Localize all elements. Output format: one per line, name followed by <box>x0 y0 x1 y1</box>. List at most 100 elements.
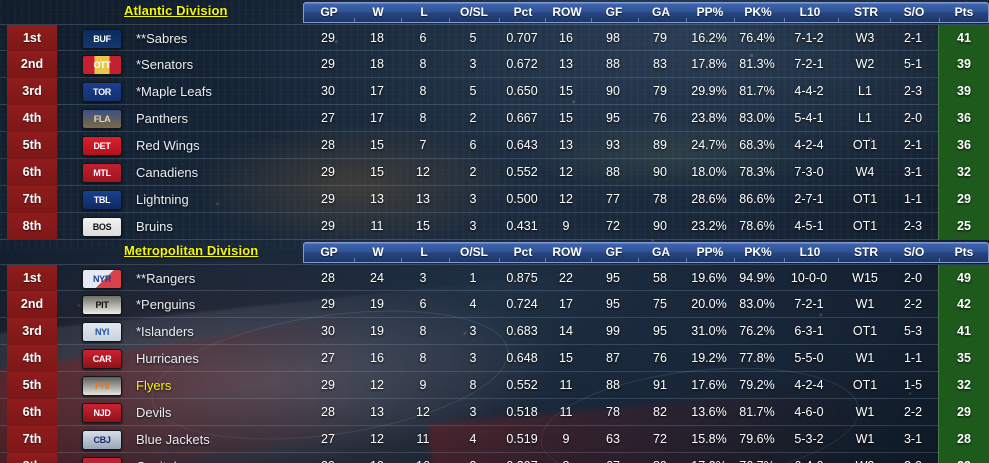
team-name[interactable]: Capitals <box>136 453 183 463</box>
table-row[interactable]: 3rd NYI *Islanders 30 19 8 3 0.683 14 99 95 31.0% 76… <box>0 318 989 345</box>
stat-gf: 87 <box>606 351 620 365</box>
team-name[interactable]: Flyers <box>136 378 172 393</box>
team-name[interactable]: **Sabres <box>136 31 188 46</box>
table-row[interactable]: 6th NJD Devils 28 13 12 3 0.518 11 78 82 13.6% 81.7%… <box>0 399 989 426</box>
table-row[interactable]: 5th DET Red Wings 28 15 7 6 0.643 13 93 89 24.7% 68.… <box>0 132 989 159</box>
column-header-gf[interactable]: GF <box>605 245 623 259</box>
senators-logo: OTT <box>82 55 122 75</box>
stat-pct: 0.552 <box>506 378 538 392</box>
table-row[interactable]: 2nd OTT *Senators 29 18 8 3 0.672 13 88 83 17.8% 81.… <box>0 51 989 78</box>
column-header-str[interactable]: STR <box>854 245 878 259</box>
table-row[interactable]: 8th WSH Capitals 29101630.3978678917.2%76.7… <box>0 453 989 463</box>
column-header-pk[interactable]: PK% <box>744 5 772 19</box>
team-name[interactable]: Panthers <box>136 111 189 126</box>
team-name[interactable]: Red Wings <box>136 138 200 153</box>
stat-pct: 0.667 <box>506 111 538 125</box>
points-cell: 36 <box>938 132 989 159</box>
column-header-pp[interactable]: PP% <box>696 5 724 19</box>
team-name[interactable]: Blue Jackets <box>136 432 210 447</box>
stat-so: 2-2 <box>903 405 923 419</box>
column-header-l[interactable]: L <box>420 5 428 19</box>
stat-gf: 98 <box>606 31 620 45</box>
team-name[interactable]: Lightning <box>136 192 189 207</box>
stat-gf: 90 <box>606 84 620 98</box>
column-header-so[interactable]: S/O <box>903 5 925 19</box>
column-header-str[interactable]: STR <box>854 5 878 19</box>
flyers-logo: PHI <box>82 376 122 396</box>
table-row[interactable]: 8th BOS Bruins 29 11 15 3 0.431 9 72 90 23.2% 78.6% 4… <box>0 213 989 240</box>
column-header-gp[interactable]: GP <box>320 5 338 19</box>
column-header-ga[interactable]: GA <box>652 245 670 259</box>
stat-l10: 6-4-0 <box>781 453 837 463</box>
team-name[interactable]: *Maple Leafs <box>136 84 212 99</box>
division-title[interactable]: Atlantic Division <box>124 3 228 18</box>
column-header-w[interactable]: W <box>372 245 384 259</box>
stat-pct: 0.875 <box>506 271 538 285</box>
team-name[interactable]: *Penguins <box>136 297 196 312</box>
table-row[interactable]: 7th CBJ Blue Jackets 27 12 11 4 0.519 9 63 72 15.8%… <box>0 426 989 453</box>
column-header-osl[interactable]: O/SL <box>459 5 488 19</box>
column-header-pk[interactable]: PK% <box>744 245 772 259</box>
table-row[interactable]: 1st BUF **Sabres 29 18 6 5 0.707 16 98 79 16.2% 76.4… <box>0 24 989 52</box>
column-header-row[interactable]: ROW <box>552 245 582 259</box>
team-name[interactable]: *Islanders <box>136 324 194 339</box>
team-name[interactable]: **Rangers <box>136 271 196 286</box>
stat-row: 13 <box>559 57 573 71</box>
stat-gp: 29 <box>321 31 335 45</box>
table-row[interactable]: 2nd PIT *Penguins 29 19 6 4 0.724 17 95 75 20.0% 83.… <box>0 291 989 318</box>
column-header-pct[interactable]: Pct <box>513 5 533 19</box>
stat-str: OT1 <box>852 192 878 206</box>
stat-l: 13 <box>416 192 430 206</box>
table-row[interactable]: 7th TBL Lightning 29 13 13 3 0.500 12 77 78 28.6% 86… <box>0 186 989 213</box>
standings-table: 1st BUF **Sabres 29 18 6 5 0.707 16 98 79 16.2% 76.4… <box>0 24 989 240</box>
column-header-pp[interactable]: PP% <box>696 245 724 259</box>
column-header-l10[interactable]: L10 <box>799 5 821 19</box>
column-header-pct[interactable]: Pct <box>513 245 533 259</box>
stat-l10: 4-5-1 <box>794 219 824 233</box>
column-header-l[interactable]: L <box>420 245 428 259</box>
stat-pk: 76.2% <box>739 324 775 338</box>
stat-ga: 75 <box>653 297 667 311</box>
team-name[interactable]: Devils <box>136 405 172 420</box>
header-tick <box>353 18 355 22</box>
team-name[interactable]: Hurricanes <box>136 351 199 366</box>
stat-ga: 95 <box>653 324 667 338</box>
stat-pp: 24.7% <box>691 138 727 152</box>
table-row[interactable]: 5th PHI Flyers 29 12 9 8 0.552 11 88 91 17.6% 79.2% 4… <box>0 372 989 399</box>
stat-row: 15 <box>559 84 573 98</box>
header-tick <box>637 258 639 262</box>
column-header-osl[interactable]: O/SL <box>459 245 488 259</box>
column-header-so[interactable]: S/O <box>903 245 925 259</box>
table-row[interactable]: 4th CAR Hurricanes 27 16 8 3 0.648 15 87 76 19.2% 77… <box>0 345 989 372</box>
stat-str: W1 <box>855 432 875 446</box>
islanders-logo: NYI <box>82 322 122 342</box>
stat-str: W1 <box>855 351 875 365</box>
column-header-ga[interactable]: GA <box>652 5 670 19</box>
stat-w: 19 <box>370 324 384 338</box>
stat-gf: 95 <box>606 111 620 125</box>
column-header-pts[interactable]: Pts <box>954 245 974 259</box>
column-header-pts[interactable]: Pts <box>954 5 974 19</box>
stat-row: 11 <box>559 405 573 419</box>
team-name[interactable]: Bruins <box>136 219 173 234</box>
division-title[interactable]: Metropolitan Division <box>124 243 259 258</box>
table-row[interactable]: 4th FLA Panthers 27 17 8 2 0.667 15 95 76 23.8% 83.0… <box>0 105 989 132</box>
header-tick <box>401 258 402 262</box>
table-row[interactable]: 6th MTL Canadiens 29 15 12 2 0.552 12 88 90 18.0% 78… <box>0 159 989 186</box>
table-row[interactable]: 1st NYR **Rangers 28 24 3 1 0.875 22 95 58 19.6% 94.… <box>0 264 989 292</box>
column-header-gf[interactable]: GF <box>605 5 623 19</box>
stat-pp: 18.0% <box>691 165 727 179</box>
stat-pct: 0.500 <box>506 192 538 206</box>
column-header-gp[interactable]: GP <box>320 245 338 259</box>
column-header-row[interactable]: ROW <box>552 5 582 19</box>
team-name[interactable]: *Senators <box>136 57 194 72</box>
column-header-l10[interactable]: L10 <box>799 245 821 259</box>
header-tick <box>637 18 639 22</box>
column-header-w[interactable]: W <box>372 5 384 19</box>
stat-ga: 72 <box>653 432 667 446</box>
stat-pp: 31.0% <box>691 324 727 338</box>
table-row[interactable]: 3rd TOR *Maple Leafs 30 17 8 5 0.650 15 90 79 29.9%… <box>0 78 989 105</box>
team-name[interactable]: Canadiens <box>136 165 199 180</box>
stat-str: W15 <box>852 271 878 285</box>
points-cell: 32 <box>938 372 989 399</box>
